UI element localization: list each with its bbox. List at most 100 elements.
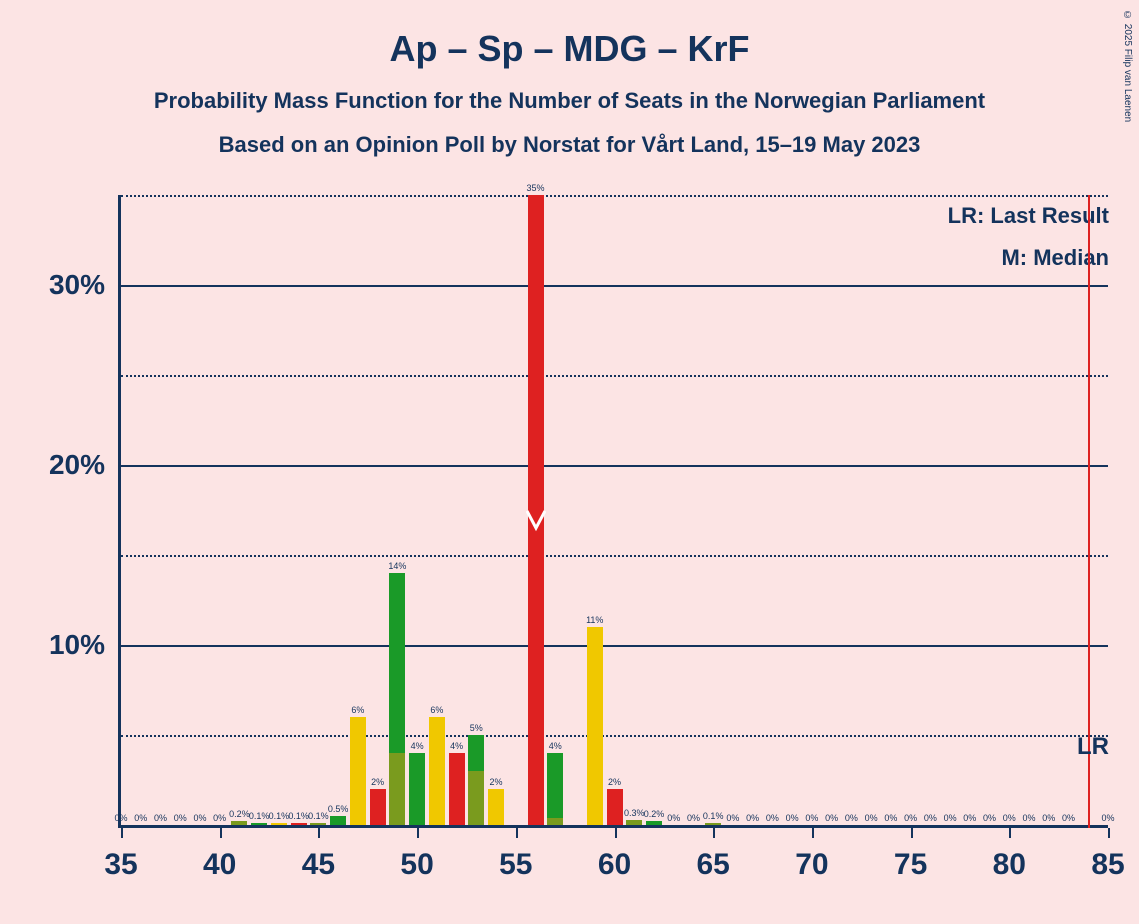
bar	[488, 789, 504, 825]
bar-value-label: 2%	[371, 777, 384, 787]
bar	[468, 771, 484, 825]
x-tick-label: 75	[894, 848, 927, 882]
bar	[449, 753, 465, 825]
gridline-solid	[121, 285, 1108, 287]
x-tick-label: 50	[400, 848, 433, 882]
x-tick-mark	[1009, 828, 1011, 838]
bar-value-label: 0%	[904, 813, 917, 823]
bar-value-label: 0%	[963, 813, 976, 823]
bar-value-label: 0.2%	[644, 809, 665, 819]
bar	[607, 789, 623, 825]
bar	[370, 789, 386, 825]
bar-value-label: 11%	[586, 615, 603, 625]
x-tick-mark	[417, 828, 419, 838]
bar	[310, 823, 326, 825]
y-tick-label: 20%	[49, 449, 105, 481]
bar-value-label: 0.1%	[703, 811, 724, 821]
bar-value-label: 0%	[1101, 813, 1114, 823]
x-tick-mark	[220, 828, 222, 838]
bar	[350, 717, 366, 825]
bar-value-label: 0.5%	[328, 804, 349, 814]
bar-value-label: 35%	[527, 183, 545, 193]
bar-value-label: 0%	[805, 813, 818, 823]
bar	[705, 823, 721, 825]
x-tick-label: 70	[795, 848, 828, 882]
bar-value-label: 0%	[944, 813, 957, 823]
bar-value-label: 4%	[549, 741, 562, 751]
gridline-dotted	[121, 375, 1108, 377]
x-tick-label: 35	[104, 848, 137, 882]
bar-value-label: 0.1%	[269, 811, 290, 821]
bar-value-label: 0%	[134, 813, 147, 823]
bar-value-label: 0%	[687, 813, 700, 823]
lr-label: LR	[1077, 733, 1109, 761]
bar-value-label: 0%	[726, 813, 739, 823]
bar-value-label: 0%	[924, 813, 937, 823]
gridline-solid	[121, 645, 1108, 647]
bar-value-label: 0%	[766, 813, 779, 823]
bar-value-label: 6%	[351, 705, 364, 715]
bar-value-label: 0.3%	[624, 808, 645, 818]
bar-overlay	[547, 753, 563, 825]
x-tick-mark	[318, 828, 320, 838]
bar-value-label: 0%	[865, 813, 878, 823]
x-tick-label: 65	[697, 848, 730, 882]
bar	[646, 821, 662, 825]
bar-value-label: 0%	[213, 813, 226, 823]
chart-subtitle-1: Probability Mass Function for the Number…	[0, 88, 1139, 114]
bar-value-label: 6%	[430, 705, 443, 715]
y-tick-label: 30%	[49, 269, 105, 301]
bar-value-label: 2%	[490, 777, 503, 787]
bar-value-label: 0%	[114, 813, 127, 823]
x-tick-label: 60	[598, 848, 631, 882]
x-tick-mark	[516, 828, 518, 838]
x-tick-label: 80	[993, 848, 1026, 882]
x-tick-mark	[121, 828, 123, 838]
bar	[389, 753, 405, 825]
bar	[528, 195, 544, 825]
bar-value-label: 0%	[1042, 813, 1055, 823]
bar	[587, 627, 603, 825]
gridline-solid	[121, 465, 1108, 467]
bar-value-label: 0%	[1023, 813, 1036, 823]
gridline-dotted	[121, 555, 1108, 557]
x-tick-label: 40	[203, 848, 236, 882]
x-tick-mark	[1108, 828, 1110, 838]
bar-value-label: 0%	[154, 813, 167, 823]
bar-value-label: 0.1%	[249, 811, 270, 821]
bar	[251, 823, 267, 825]
x-tick-mark	[911, 828, 913, 838]
x-tick-label: 45	[302, 848, 335, 882]
bar-value-label: 0%	[983, 813, 996, 823]
bar-value-label: 0.1%	[288, 811, 309, 821]
bar	[271, 823, 287, 825]
bar-value-label: 4%	[450, 741, 463, 751]
bar	[547, 818, 563, 825]
x-tick-label: 85	[1091, 848, 1124, 882]
bar	[291, 823, 307, 825]
bar	[429, 717, 445, 825]
bar-value-label: 14%	[388, 561, 406, 571]
bar-value-label: 0%	[746, 813, 759, 823]
bar-value-label: 0%	[825, 813, 838, 823]
gridline-dotted	[121, 195, 1108, 197]
chart-area: 0%0%0%0%0%0%0.2%0.1%0.1%0.1%0.1%0.5%6%2%…	[118, 195, 1108, 828]
bar-value-label: 0%	[193, 813, 206, 823]
x-tick-mark	[812, 828, 814, 838]
chart-title: Ap – Sp – MDG – KrF	[0, 0, 1139, 70]
y-tick-label: 10%	[49, 629, 105, 661]
x-tick-mark	[615, 828, 617, 838]
bar	[626, 820, 642, 825]
bar-value-label: 2%	[608, 777, 621, 787]
bar-value-label: 0%	[1062, 813, 1075, 823]
bar-value-label: 0%	[174, 813, 187, 823]
bar-value-label: 0%	[1003, 813, 1016, 823]
bar-value-label: 0%	[845, 813, 858, 823]
x-tick-mark	[713, 828, 715, 838]
chart-subtitle-2: Based on an Opinion Poll by Norstat for …	[0, 132, 1139, 158]
x-tick-label: 55	[499, 848, 532, 882]
x-axis	[118, 825, 1108, 828]
gridline-dotted	[121, 735, 1108, 737]
bar-value-label: 5%	[470, 723, 483, 733]
bar	[330, 816, 346, 825]
